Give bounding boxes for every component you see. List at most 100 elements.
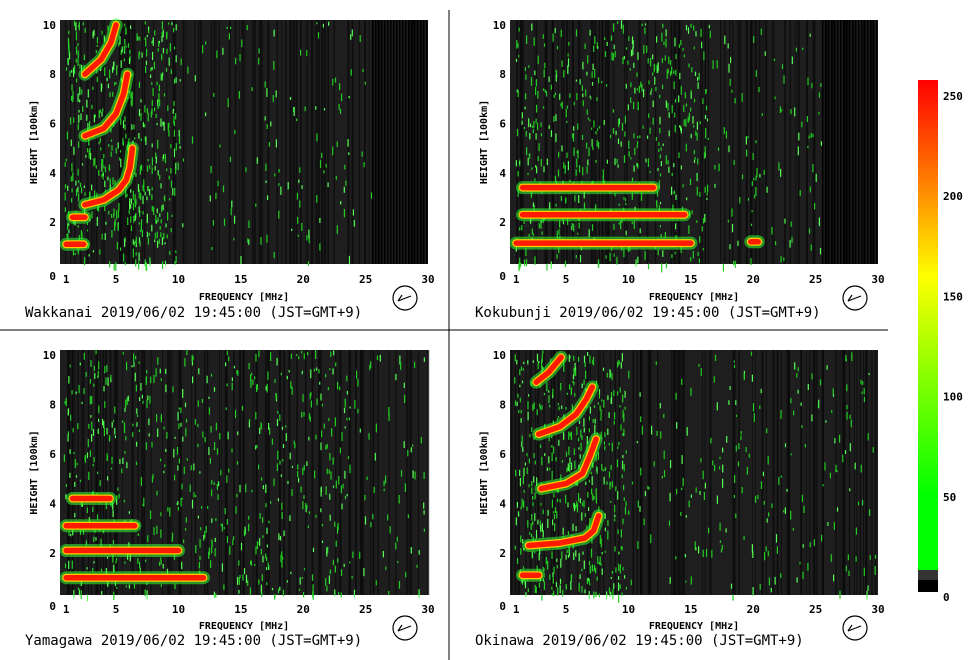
noise-speckle — [114, 82, 116, 86]
noise-speckle — [643, 518, 645, 526]
noise-speckle — [101, 233, 103, 240]
noise-speckle — [523, 221, 525, 224]
noise-speckle — [812, 164, 814, 173]
noise-speckle — [596, 576, 598, 581]
noise-speckle — [613, 23, 615, 32]
noise-speckle — [388, 407, 390, 416]
noise-speckle — [523, 259, 526, 267]
noise-speckle — [99, 137, 101, 143]
noise-band — [765, 350, 767, 595]
noise-speckle — [238, 560, 240, 566]
noise-speckle — [556, 70, 558, 78]
noise-speckle — [112, 91, 114, 97]
noise-speckle — [751, 181, 753, 186]
noise-speckle — [135, 355, 137, 360]
noise-speckle — [279, 586, 281, 591]
noise-speckle — [279, 460, 281, 465]
noise-speckle — [521, 441, 523, 448]
noise-speckle — [527, 588, 529, 592]
noise-band — [137, 350, 139, 595]
noise-speckle — [578, 447, 580, 450]
noise-speckle — [625, 202, 627, 206]
noise-speckle — [124, 561, 126, 564]
noise-speckle — [685, 143, 687, 152]
noise-band — [751, 20, 753, 264]
noise-speckle — [102, 173, 104, 176]
noise-speckle — [705, 105, 708, 111]
noise-speckle — [78, 114, 80, 123]
noise-speckle — [266, 582, 268, 586]
noise-speckle — [74, 513, 76, 518]
noise-speckle — [714, 464, 716, 472]
noise-speckle — [96, 37, 98, 44]
noise-speckle — [566, 120, 568, 123]
noise-speckle — [708, 24, 710, 29]
noise-speckle — [177, 465, 179, 471]
noise-speckle — [354, 399, 356, 409]
noise-speckle — [77, 186, 79, 193]
noise-speckle — [211, 479, 213, 485]
noise-speckle — [530, 523, 532, 531]
blank-band — [374, 20, 377, 264]
noise-band — [407, 350, 409, 595]
noise-speckle — [88, 137, 90, 146]
noise-speckle — [180, 422, 182, 427]
noise-speckle — [320, 487, 322, 497]
noise-speckle — [403, 441, 405, 448]
noise-speckle — [268, 565, 270, 571]
noise-band — [788, 350, 790, 595]
noise-speckle — [680, 125, 682, 131]
noise-speckle — [667, 68, 669, 74]
noise-speckle — [581, 383, 583, 389]
noise-speckle — [190, 465, 192, 471]
noise-speckle — [235, 506, 237, 514]
noise-speckle — [262, 535, 264, 539]
noise-speckle — [753, 413, 755, 422]
noise-speckle — [606, 591, 608, 599]
noise-speckle — [145, 559, 147, 562]
noise-speckle — [588, 147, 590, 157]
noise-speckle — [542, 509, 544, 515]
noise-speckle — [517, 393, 519, 398]
noise-speckle — [589, 406, 591, 414]
noise-speckle — [573, 448, 575, 455]
noise-band — [173, 20, 175, 264]
noise-speckle — [135, 236, 137, 244]
noise-band — [194, 20, 196, 264]
noise-speckle — [659, 173, 662, 177]
noise-speckle — [591, 476, 593, 486]
noise-speckle — [111, 145, 113, 151]
noise-speckle — [256, 541, 258, 550]
noise-speckle — [320, 508, 322, 513]
noise-speckle — [163, 197, 165, 200]
noise-speckle — [822, 484, 824, 487]
noise-speckle — [145, 376, 147, 383]
noise-speckle — [538, 361, 540, 364]
noise-speckle — [673, 163, 675, 168]
noise-speckle — [683, 119, 685, 126]
noise-speckle — [857, 501, 860, 506]
noise-speckle — [826, 365, 828, 370]
noise-speckle — [563, 432, 565, 440]
noise-speckle — [694, 71, 697, 77]
noise-speckle — [179, 79, 181, 82]
noise-band — [105, 350, 107, 595]
noise-speckle — [209, 195, 211, 202]
noise-band — [315, 20, 318, 264]
noise-speckle — [197, 423, 199, 428]
noise-speckle — [159, 226, 161, 230]
noise-speckle — [111, 421, 113, 428]
noise-speckle — [601, 399, 603, 402]
noise-speckle — [705, 548, 708, 557]
noise-speckle — [839, 434, 841, 443]
noise-speckle — [697, 158, 699, 165]
noise-speckle — [609, 481, 611, 490]
noise-speckle — [609, 594, 611, 597]
noise-speckle — [550, 261, 552, 269]
noise-speckle — [563, 70, 565, 78]
noise-speckle — [239, 484, 241, 493]
noise-speckle — [663, 41, 665, 46]
noise-band — [676, 350, 678, 595]
noise-speckle — [382, 551, 384, 558]
x-tick-label: 10 — [172, 273, 185, 286]
